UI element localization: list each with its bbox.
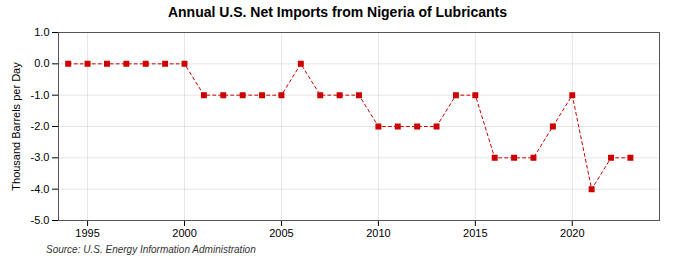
html-text:Annual U.S. Net Imports from N: Annual U.S. Net Imports from Nigeria of … — [167, 4, 508, 20]
svg-text:2020: 2020 — [560, 227, 584, 239]
svg-text:-3.0: -3.0 — [31, 151, 50, 163]
svg-text:-5.0: -5.0 — [31, 214, 50, 226]
svg-text:2005: 2005 — [269, 227, 293, 239]
svg-text:0.0: 0.0 — [34, 57, 49, 69]
svg-text:1995: 1995 — [75, 227, 99, 239]
svg-text:2015: 2015 — [463, 227, 487, 239]
svg-text:-1.0: -1.0 — [31, 89, 50, 101]
svg-text:-2.0: -2.0 — [31, 120, 50, 132]
svg-text:2010: 2010 — [366, 227, 390, 239]
svg-text:-4.0: -4.0 — [31, 183, 50, 195]
svg-text:2000: 2000 — [172, 227, 196, 239]
svg-text:1.0: 1.0 — [34, 26, 49, 38]
svg-text:Thousand Barrels per Day: Thousand Barrels per Day — [10, 62, 22, 191]
html-text:Source: U.S. Energy Informatio: Source: U.S. Energy Information Administ… — [46, 244, 256, 255]
